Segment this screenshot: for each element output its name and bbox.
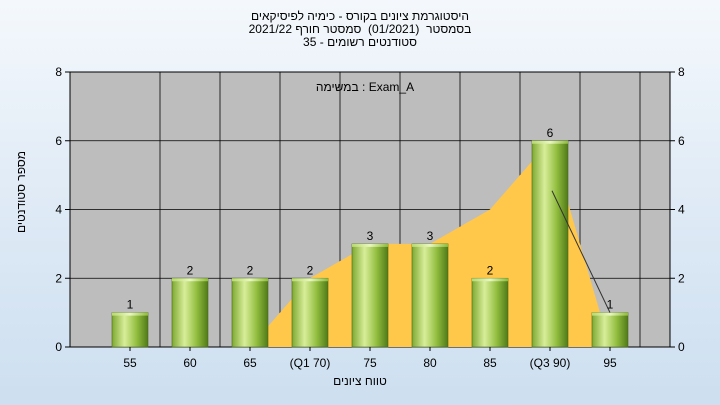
y-tick-label-right: 2: [678, 271, 685, 285]
x-tick-label: 55: [123, 356, 137, 370]
bar-top: [232, 278, 268, 282]
title-line-3: סטודנטים רשומים - 35: [303, 35, 417, 49]
x-tick-label: 95: [603, 356, 617, 370]
bar-top: [472, 278, 508, 282]
x-tick-label: (Q3 90): [530, 356, 571, 370]
y-tick-label-left: 4: [55, 203, 62, 217]
bar: [351, 243, 389, 348]
trend-line: [551, 190, 611, 313]
data-label: 6: [547, 126, 554, 140]
data-label: 3: [367, 229, 374, 243]
assignment-annotation: במשימה : Exam_A: [315, 80, 415, 94]
chart-title: היסטוגרמת ציונים בקורס - כימיה לפיסיקאים…: [0, 10, 720, 49]
data-label: 3: [427, 229, 434, 243]
bar-top: [292, 278, 328, 282]
bar: [231, 277, 269, 348]
data-label: 1: [607, 298, 614, 312]
bar: [591, 312, 629, 348]
x-tick-label: 75: [363, 356, 377, 370]
x-axis-label: טווח ציונים: [333, 374, 387, 388]
x-tick-label: (Q1 70): [290, 356, 331, 370]
y-tick-label-right: 4: [678, 203, 685, 217]
bar: [171, 277, 209, 348]
bar-top: [172, 278, 208, 282]
y-tick-label-right: 0: [678, 340, 685, 354]
y-tick-label-right: 8: [678, 65, 685, 79]
x-tick-label: 85: [483, 356, 497, 370]
y-tick-label-left: 6: [55, 134, 62, 148]
bar-top: [352, 243, 388, 247]
data-label: 2: [247, 263, 254, 277]
bar: [531, 140, 569, 348]
bar: [471, 277, 509, 348]
x-tick-label: 65: [243, 356, 257, 370]
y-tick-label-left: 2: [55, 271, 62, 285]
bar-top: [592, 312, 628, 316]
y-tick-label-left: 0: [55, 340, 62, 354]
y-tick-label-left: 8: [55, 65, 62, 79]
y-tick-label-right: 6: [678, 134, 685, 148]
x-tick-label: 60: [183, 356, 197, 370]
bar: [111, 312, 149, 348]
data-label: 2: [187, 263, 194, 277]
bar-top: [112, 312, 148, 316]
data-label: 2: [307, 263, 314, 277]
bar: [291, 277, 329, 348]
title-line-2: בסמסטר (01/2021) סמסטר חורף 2021/22: [248, 22, 472, 36]
data-label: 2: [487, 263, 494, 277]
bar-top: [532, 140, 568, 144]
title-line-1: היסטוגרמת ציונים בקורס - כימיה לפיסיקאים: [251, 9, 469, 23]
bar: [411, 243, 449, 348]
data-label: 1: [127, 298, 134, 312]
x-tick-label: 80: [423, 356, 437, 370]
bar-top: [412, 243, 448, 247]
y-axis-label: מספר סטודנטים: [14, 150, 28, 234]
